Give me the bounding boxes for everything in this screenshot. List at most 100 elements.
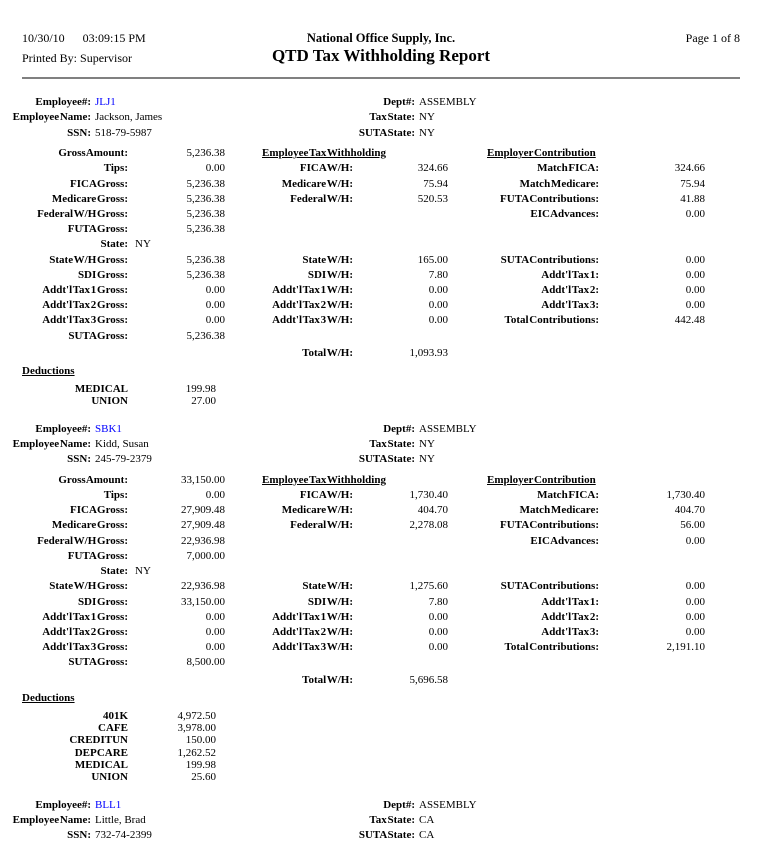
report-row: Federal W/H Gross: 22,936.98 EIC Advances:… bbox=[0, 534, 762, 549]
field-value bbox=[128, 346, 225, 361]
field-value: 7.80 bbox=[428, 595, 448, 608]
field-value: 1,093.93 bbox=[409, 346, 449, 359]
employee-id-link[interactable]: BLL1 bbox=[95, 798, 122, 811]
field-value: 5,236.38 bbox=[186, 147, 226, 160]
field-label: Addt'l Tax 1 W/H: bbox=[272, 610, 353, 623]
employee-header-row: Employee#: BLL1 Dept#: ASSEMBLY bbox=[0, 798, 762, 813]
field-value: 324.66 bbox=[674, 162, 705, 175]
report-row: Federal W/H Gross: 5,236.38 EIC Advances: 0… bbox=[0, 207, 762, 222]
field-value: 0.00 bbox=[428, 610, 448, 623]
report-row: FUTA Gross: 7,000.00 bbox=[0, 549, 762, 564]
field-value: 41.88 bbox=[680, 192, 705, 205]
field-value: 0.00 bbox=[685, 610, 705, 623]
field-value: 75.94 bbox=[680, 177, 705, 190]
field-label: Addt'l Tax 3 Gross: bbox=[42, 314, 128, 327]
field-value bbox=[353, 655, 448, 670]
field-value bbox=[360, 564, 455, 579]
employee-header: Employee#: JLJ1 Dept#: ASSEMBLY Employee Nam… bbox=[0, 95, 762, 141]
field-label: Medicare W/H: bbox=[281, 504, 353, 517]
field-value: 33,150.00 bbox=[181, 595, 225, 608]
field-value: 75.94 bbox=[423, 177, 448, 190]
field-label: FUTA Contributions: bbox=[500, 519, 599, 532]
employee-header: Employee#: BLL1 Dept#: ASSEMBLY Employee Nam… bbox=[0, 798, 762, 844]
printed-by: Printed By: Supervisor bbox=[22, 51, 132, 66]
deduction-row: CAFE 3,978.00 bbox=[0, 722, 762, 734]
field-value: 0.00 bbox=[428, 284, 448, 297]
field-label: Medicare Gross: bbox=[51, 192, 128, 205]
field-value: 0.00 bbox=[205, 299, 225, 312]
ssn-label: SSN: bbox=[67, 453, 91, 466]
field-label bbox=[448, 673, 599, 688]
field-value bbox=[128, 673, 225, 688]
report-row: Addt'l Tax 1 Gross: 0.00 Addt'l Tax 1 W/H:… bbox=[0, 283, 762, 298]
tax-state-value: NY bbox=[419, 111, 435, 124]
header-divider bbox=[22, 77, 740, 79]
report-header: 10/30/10 03:09:15 PM National Office Supp… bbox=[0, 0, 762, 81]
employee-name-value: Kidd, Susan bbox=[95, 438, 149, 451]
report-row: State: NY bbox=[0, 237, 762, 252]
field-value: 0.00 bbox=[205, 314, 225, 327]
printed-by-label: Printed By: bbox=[22, 51, 78, 65]
report-row: Gross Amount: 5,236.38 Employee Tax Withho… bbox=[0, 146, 762, 161]
field-label: Addt'l Tax 2 Gross: bbox=[42, 625, 128, 638]
employee-name-label: Employee Name: bbox=[12, 438, 91, 451]
field-value bbox=[599, 473, 705, 488]
ssn-label: SSN: bbox=[67, 126, 91, 139]
tax-state-value: CA bbox=[419, 813, 435, 826]
field-value: 27,909.48 bbox=[181, 504, 225, 517]
field-value: 0.00 bbox=[428, 299, 448, 312]
field-value: 0.00 bbox=[685, 299, 705, 312]
print-date-time: 10/30/10 03:09:15 PM bbox=[22, 31, 146, 46]
field-value: 0.00 bbox=[685, 284, 705, 297]
field-value: 0.00 bbox=[685, 268, 705, 281]
report-row: State: NY bbox=[0, 564, 762, 579]
field-value: 0.00 bbox=[428, 314, 448, 327]
deduction-name: 401K bbox=[102, 709, 128, 722]
employee-name-value: Little, Brad bbox=[95, 813, 146, 826]
field-value: 5,236.38 bbox=[186, 177, 226, 190]
deduction-row: UNION 25.60 bbox=[0, 771, 762, 783]
field-label: EIC Advances: bbox=[530, 208, 599, 221]
employee-id-link[interactable]: JLJ1 bbox=[95, 96, 116, 108]
field-value: 0.00 bbox=[205, 284, 225, 297]
deduction-amount: 27.00 bbox=[191, 395, 216, 408]
employee-section: Employee#: BLL1 Dept#: ASSEMBLY Employee Nam… bbox=[0, 798, 762, 844]
field-label: State W/H: bbox=[302, 253, 353, 266]
dept-value: ASSEMBLY bbox=[419, 96, 477, 108]
print-time: 03:09:15 PM bbox=[82, 31, 146, 45]
deductions-header: Deductions bbox=[22, 691, 75, 704]
withholding-grid: Gross Amount: 33,150.00 Employee Tax Withh… bbox=[0, 473, 762, 688]
field-label: EIC Advances: bbox=[530, 534, 599, 547]
field-label: Addt'l Tax 1: bbox=[541, 268, 599, 281]
field-label: Addt'l Tax 1 Gross: bbox=[42, 610, 128, 623]
field-value: 0.00 bbox=[685, 625, 705, 638]
employee-header-row: Employee Name: Little, Brad Tax State: CA bbox=[0, 813, 762, 828]
field-label: SUTA Gross: bbox=[68, 656, 128, 669]
field-label: FUTA Gross: bbox=[67, 549, 128, 562]
field-value: 0.00 bbox=[205, 625, 225, 638]
field-value: 1,730.40 bbox=[666, 489, 706, 502]
withholding-grid: Gross Amount: 5,236.38 Employee Tax Withho… bbox=[0, 146, 762, 361]
field-value bbox=[353, 534, 448, 549]
employee-number-label: Employee#: bbox=[35, 96, 91, 108]
deduction-amount: 3,978.00 bbox=[177, 722, 217, 735]
report-row: Addt'l Tax 1 Gross: 0.00 Addt'l Tax 1 W/H:… bbox=[0, 610, 762, 625]
deduction-name: UNION bbox=[91, 771, 128, 784]
field-value: 324.66 bbox=[417, 162, 448, 175]
deduction-amount: 4,972.50 bbox=[177, 709, 217, 722]
employee-name-value: Jackson, James bbox=[95, 111, 163, 124]
field-label: Medicare Gross: bbox=[51, 519, 128, 532]
field-label: SDI Gross: bbox=[77, 268, 128, 281]
deduction-row: 401K 4,972.50 bbox=[0, 710, 762, 722]
employee-id-link[interactable]: SBK1 bbox=[95, 422, 122, 435]
field-label: SUTA Contributions: bbox=[500, 253, 599, 266]
employee-header-row: Employee Name: Jackson, James Tax State: NY bbox=[0, 110, 762, 125]
field-value: 5,236.38 bbox=[186, 329, 226, 342]
field-value: 5,236.38 bbox=[186, 192, 226, 205]
employee-number-label: Employee#: bbox=[35, 798, 91, 811]
report-row: Addt'l Tax 3 Gross: 0.00 Addt'l Tax 3 W/H:… bbox=[0, 640, 762, 655]
field-value: 165.00 bbox=[417, 253, 448, 266]
field-label: State W/H Gross: bbox=[49, 580, 128, 593]
report-row: SDI Gross: 5,236.38 SDI W/H: 7.80 Addt'l Tax… bbox=[0, 268, 762, 283]
field-value: 27,909.48 bbox=[181, 519, 225, 532]
